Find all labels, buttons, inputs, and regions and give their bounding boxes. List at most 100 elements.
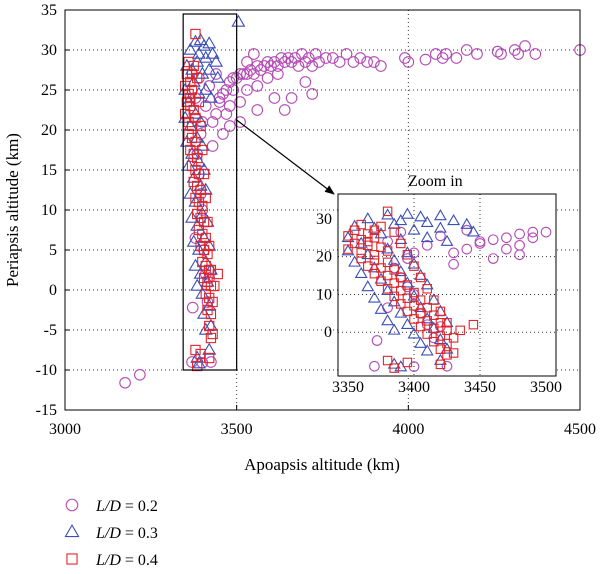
data-point (299, 56, 312, 68)
data-point (261, 56, 274, 68)
inset-data-point (487, 234, 499, 246)
inset-data-point (468, 319, 479, 330)
inset-data-point (409, 301, 419, 311)
inset-data-point (394, 213, 408, 226)
inset-data-point (407, 327, 421, 339)
inset-data-point (448, 333, 459, 343)
data-point (192, 180, 203, 192)
data-point (193, 96, 205, 108)
inset-data-point (435, 306, 446, 317)
data-point (460, 44, 473, 56)
data-point (209, 280, 220, 292)
data-point (183, 128, 194, 140)
data-point (197, 144, 208, 156)
inset-data-point (343, 231, 353, 241)
inset-data-point (369, 268, 380, 279)
data-point (181, 96, 193, 108)
data-point (179, 80, 191, 92)
data-point (268, 92, 281, 104)
inset-y-tick-label: 20 (316, 249, 332, 266)
data-point (188, 176, 199, 188)
inset-data-point (487, 253, 499, 264)
inset-data-point (409, 287, 419, 298)
inset-data-point (388, 262, 400, 274)
data-point (188, 258, 203, 271)
inset-x-tick-label: 3400 (398, 379, 430, 396)
data-point (197, 228, 208, 240)
data-point (206, 140, 219, 152)
data-point (217, 128, 229, 140)
x-tick-label: 4000 (392, 421, 424, 438)
x-axis-title: Apoapsis altitude (km) (244, 455, 400, 474)
inset-y-tick-label: 0 (324, 324, 332, 341)
y-tick-label: -10 (36, 362, 57, 379)
data-point (265, 60, 277, 72)
data-point (205, 332, 217, 344)
data-point (419, 53, 432, 66)
inset-data-point (349, 225, 360, 235)
x-tick-label: 3500 (221, 421, 253, 438)
inset-data-point (356, 253, 366, 264)
data-point (179, 134, 194, 147)
data-point (299, 76, 312, 88)
data-point (223, 100, 236, 112)
data-point (272, 68, 284, 80)
inset-data-point (369, 360, 380, 372)
inset-frame (337, 193, 557, 377)
inset-data-point (448, 247, 459, 259)
data-point (220, 84, 233, 96)
data-point (195, 240, 206, 252)
inset-data-point (354, 266, 368, 279)
data-point (306, 88, 319, 100)
data-point (198, 82, 213, 95)
inset-data-point (382, 246, 393, 256)
data-point (197, 256, 208, 268)
inset-data-point (429, 295, 439, 305)
inset-data-point (382, 270, 393, 281)
data-point (231, 14, 246, 27)
inset-data-point (435, 318, 446, 328)
inset-data-point (415, 307, 426, 319)
inset-data-point (514, 239, 525, 251)
data-point (289, 52, 301, 64)
inset-y-tick-label: 30 (316, 211, 332, 228)
inset-data-point (461, 243, 473, 255)
inset-data-point (343, 244, 353, 254)
inset-data-point (474, 236, 486, 247)
inset-data-point (415, 321, 426, 332)
inset-data-point (409, 261, 419, 271)
x-tick-label: 4500 (564, 421, 596, 438)
inset-data-point (396, 299, 406, 309)
data-point (198, 50, 213, 63)
y-tick-label: 15 (41, 162, 57, 179)
inset-data-point (466, 225, 480, 237)
inset-data-point (374, 302, 388, 314)
data-point (197, 306, 212, 319)
inset-data-point (381, 314, 395, 326)
data-point (185, 210, 200, 223)
y-axis-title: Periapsis altitude (km) (3, 133, 22, 287)
data-point (340, 48, 353, 60)
data-point (302, 52, 315, 64)
data-point (529, 48, 542, 60)
inset-data-point (433, 221, 447, 233)
inset-data-point (400, 207, 414, 219)
y-tick-label: 30 (41, 42, 57, 59)
inset-data-point (448, 258, 459, 270)
inset-data-point (382, 206, 393, 217)
inset-data-point (420, 215, 434, 228)
data-point (326, 52, 339, 64)
inset-data-point (369, 250, 380, 260)
inset-data-point (341, 244, 355, 256)
inset-data-point (415, 308, 426, 319)
data-point (234, 68, 246, 80)
inset-data-point (407, 257, 421, 269)
data-point (193, 196, 205, 208)
inset-data-point (389, 291, 399, 302)
inset-x-tick-label: 3350 (332, 379, 364, 396)
legend-label-prefix: L/D (95, 552, 121, 569)
data-point (495, 48, 507, 60)
data-point (192, 208, 203, 220)
data-point (202, 62, 217, 75)
